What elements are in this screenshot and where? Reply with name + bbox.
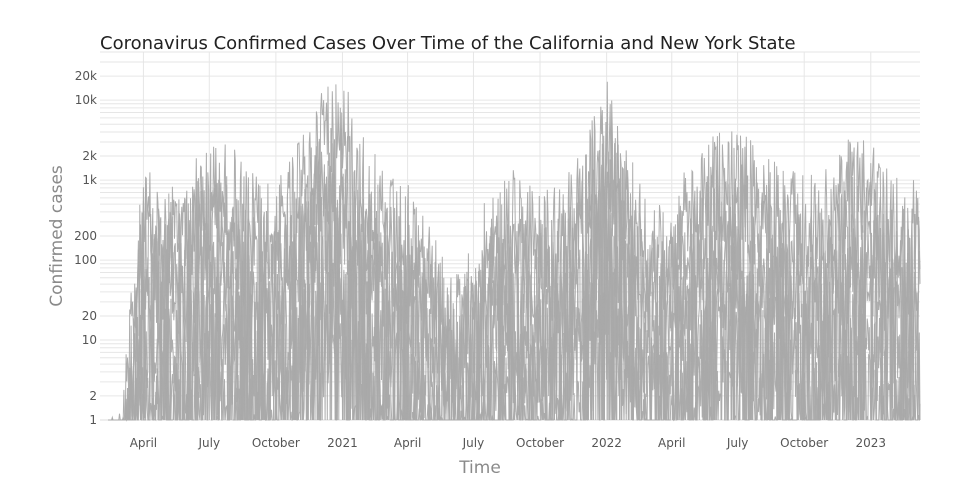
series-line [108, 151, 921, 422]
x-tick-label: July [726, 436, 749, 450]
x-tick-label: 2021 [327, 436, 358, 450]
y-tick-label: 1k [82, 173, 97, 187]
x-tick-label: 2023 [856, 436, 887, 450]
tick-layer: 1 2 10 20 100 200 1k 2k 10k 20k April July October 20… [74, 69, 886, 450]
y-tick-label: 2 [89, 389, 97, 403]
series-line [108, 81, 921, 421]
y-tick-label: 20k [75, 69, 97, 83]
chart-title: Coronavirus Confirmed Cases Over Time of… [100, 33, 796, 54]
x-tick-label: April [394, 436, 421, 450]
y-tick-label: 1 [89, 413, 97, 427]
y-tick-label: 200 [74, 229, 97, 243]
x-tick-label: April [658, 436, 685, 450]
series-layer [108, 81, 921, 422]
x-axis-label: Time [459, 458, 501, 478]
y-tick-label: 2k [82, 149, 97, 163]
x-tick-label: April [130, 436, 157, 450]
x-tick-label: July [462, 436, 485, 450]
series-line [108, 276, 920, 422]
y-tick-label: 100 [74, 253, 97, 267]
y-axis-label: Confirmed cases [47, 165, 67, 307]
y-tick-label: 10k [75, 93, 97, 107]
series-line [108, 237, 921, 422]
y-tick-label: 20 [82, 309, 97, 323]
x-tick-label: July [197, 436, 220, 450]
x-tick-label: October [252, 436, 300, 450]
x-tick-label: October [780, 436, 828, 450]
x-tick-label: October [516, 436, 564, 450]
x-tick-label: 2022 [591, 436, 622, 450]
y-tick-label: 10 [82, 333, 97, 347]
